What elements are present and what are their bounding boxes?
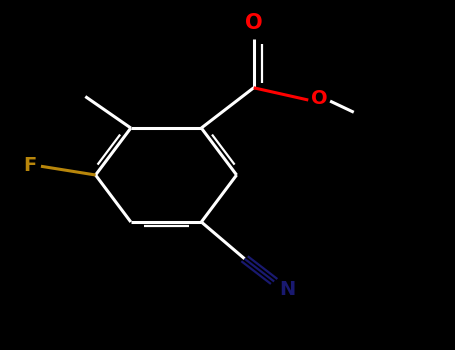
Text: O: O — [245, 13, 263, 33]
Text: N: N — [279, 280, 295, 299]
Text: F: F — [23, 156, 36, 175]
Text: O: O — [311, 90, 328, 108]
